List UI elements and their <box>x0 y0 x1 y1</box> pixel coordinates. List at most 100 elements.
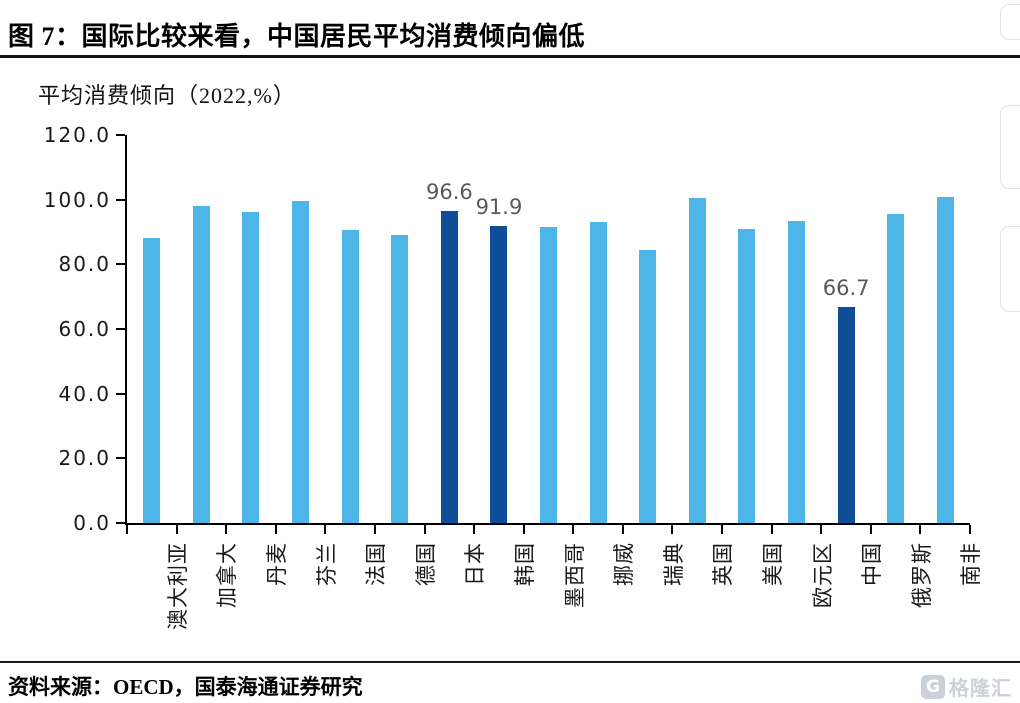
x-axis-label: 澳大利亚 <box>125 536 190 654</box>
x-tick <box>621 525 624 534</box>
x-axis-label-text: 南非 <box>959 542 984 586</box>
bar-value-label: 96.6 <box>425 179 473 204</box>
bar-cell <box>673 135 723 523</box>
bar-cell <box>276 135 326 523</box>
bar-cell <box>573 135 623 523</box>
title-divider <box>0 55 1020 58</box>
bar-cell <box>177 135 227 523</box>
bar <box>341 230 359 523</box>
bar <box>688 198 706 523</box>
bar-cell: 66.7 <box>821 135 871 523</box>
x-tick <box>225 525 228 534</box>
y-tick <box>116 134 125 136</box>
bar <box>837 307 855 523</box>
y-tick <box>116 522 125 524</box>
bar-cell <box>623 135 673 523</box>
x-axis-label: 法国 <box>323 536 388 654</box>
bar <box>143 238 161 523</box>
y-tick-label: 60.0 <box>58 317 111 341</box>
y-tick <box>116 392 125 395</box>
x-axis-label: 英国 <box>671 536 735 654</box>
x-tick <box>423 525 426 534</box>
x-tick <box>274 525 277 534</box>
y-tick <box>116 198 125 201</box>
gelonghui-logo-text: 格隆汇 <box>949 676 1012 700</box>
bar <box>292 201 310 523</box>
bar-cell: 91.9 <box>474 135 524 523</box>
x-axis-label: 墨西哥 <box>522 536 587 654</box>
bar-cell <box>375 135 425 523</box>
bar <box>936 197 954 523</box>
gelonghui-logo-icon: G <box>921 674 945 699</box>
y-tick-label: 20.0 <box>58 446 111 471</box>
bar-cell <box>772 135 822 523</box>
bar <box>242 211 260 523</box>
x-tick <box>522 525 525 534</box>
x-axis-label: 南非 <box>919 536 983 654</box>
bar-value-label: 66.7 <box>822 276 870 301</box>
bar <box>490 225 508 523</box>
x-axis-labels: 澳大利亚 加拿大 丹麦 芬兰 法国 德国 日本 韩国 墨西哥 挪威 瑞典 英国 美国 欧元区 中国 俄罗斯 南非 <box>125 536 984 654</box>
y-tick <box>116 328 125 330</box>
x-tick <box>473 525 476 534</box>
plot-area: 0.0 20.0 40.0 60.0 80.0 100.0 120.0 96.6 91.9 66.… <box>44 123 971 535</box>
x-tick <box>770 525 773 534</box>
bar-cell <box>524 135 574 523</box>
x-axis-label: 加拿大 <box>175 536 239 654</box>
clipped-side-panel <box>1000 226 1020 312</box>
y-tick-label: 40.0 <box>58 381 111 406</box>
x-axis-label: 美国 <box>720 536 785 654</box>
bar <box>440 210 458 523</box>
bar <box>192 206 210 523</box>
x-axis-label: 芬兰 <box>274 536 339 654</box>
bar-cell <box>722 135 772 523</box>
chart-title: 平均消费倾向（2022,%） <box>38 83 296 108</box>
clipped-side-panel <box>1000 105 1020 189</box>
bar-value-label: 91.9 <box>475 194 523 219</box>
bar-cell <box>226 135 276 523</box>
bar-cell <box>325 135 375 523</box>
x-tick <box>869 525 872 534</box>
x-axis-label: 日本 <box>423 536 487 654</box>
x-tick <box>572 525 575 534</box>
bar-cell <box>871 135 921 523</box>
x-tick <box>324 525 327 534</box>
y-tick <box>116 263 125 266</box>
clipped-side-panel <box>1000 4 1020 40</box>
bar <box>738 228 756 523</box>
y-tick-label: 120.0 <box>43 123 111 147</box>
gelonghui-watermark: G 格隆汇 <box>921 672 1012 701</box>
y-tick-label: 100.0 <box>43 187 111 212</box>
bar-cell <box>127 135 177 523</box>
x-axis-label: 韩国 <box>472 536 537 654</box>
x-tick <box>969 525 971 534</box>
x-axis-label: 丹麦 <box>224 536 289 654</box>
bar-series: 96.6 91.9 66.7 <box>127 135 970 523</box>
bar-cell <box>921 135 971 523</box>
x-tick <box>721 525 724 534</box>
y-tick-label: 0.0 <box>73 511 111 535</box>
x-tick <box>820 525 823 534</box>
bar <box>540 227 558 523</box>
x-axis-label: 欧元区 <box>770 536 835 654</box>
x-axis-label: 俄罗斯 <box>869 536 934 654</box>
footer-divider <box>0 661 1020 663</box>
x-axis-label: 瑞典 <box>621 536 686 654</box>
x-tick <box>671 525 674 534</box>
x-tick <box>126 525 128 534</box>
x-axis-label: 德国 <box>373 536 438 654</box>
source-note: 资料来源：OECD，国泰海通证券研究 <box>8 675 363 699</box>
x-tick <box>175 525 178 534</box>
x-axis-label: 挪威 <box>571 536 636 654</box>
bar <box>391 235 409 523</box>
figure-title: 图 7：国际比较来看，中国居民平均消费倾向偏低 <box>8 22 586 51</box>
bar <box>639 249 657 523</box>
bar-cell: 96.6 <box>425 135 475 523</box>
y-tick <box>116 457 125 460</box>
bar <box>887 214 905 523</box>
bar <box>589 222 607 523</box>
bar <box>788 220 806 523</box>
x-tick <box>919 525 922 534</box>
x-axis-label: 中国 <box>819 536 884 654</box>
